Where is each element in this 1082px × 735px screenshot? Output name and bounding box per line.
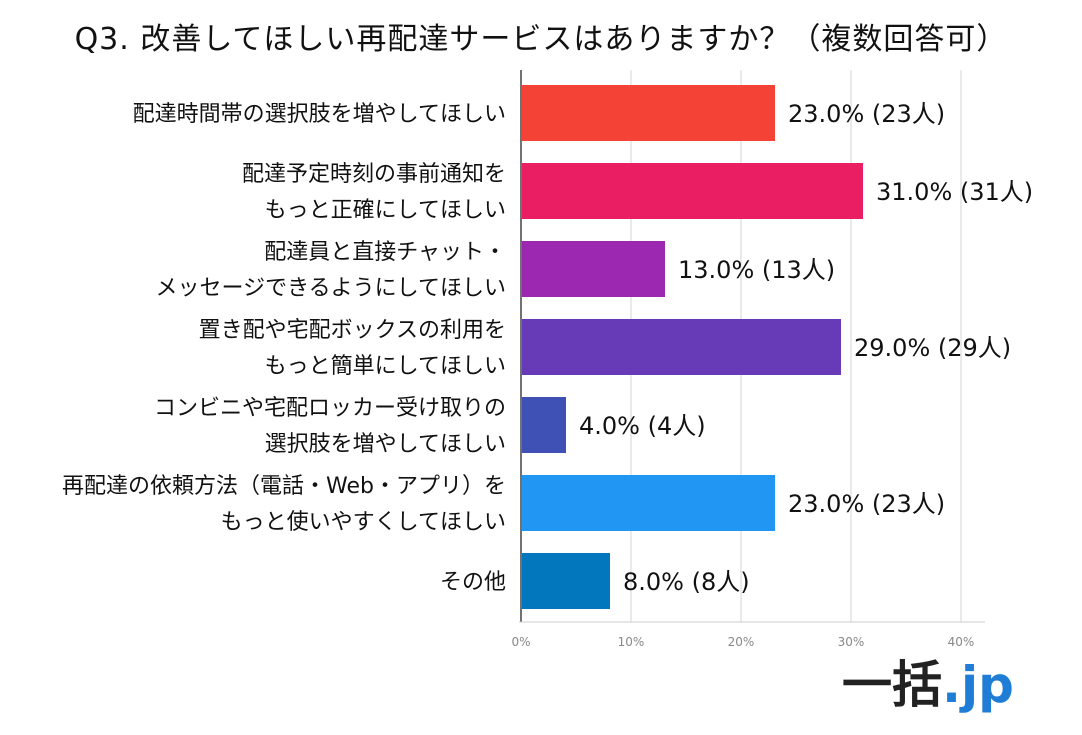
category-label: 再配達の依頼方法（電話・Web・アプリ）を bbox=[62, 474, 506, 499]
data-label: 13.0% (13人) bbox=[678, 256, 835, 284]
bar bbox=[522, 475, 775, 531]
category-label: コンビニや宅配ロッカー受け取りの bbox=[154, 396, 506, 421]
x-tick-label: 10% bbox=[618, 635, 645, 649]
data-label: 29.0% (29人) bbox=[854, 334, 1011, 362]
category-label: メッセージできるようにしてほしい bbox=[156, 276, 506, 301]
data-label: 23.0% (23人) bbox=[788, 490, 945, 518]
x-tick-label: 20% bbox=[728, 635, 755, 649]
category-label: その他 bbox=[440, 570, 506, 595]
data-label: 4.0% (4人) bbox=[579, 412, 706, 440]
x-tick-label: 40% bbox=[948, 635, 975, 649]
category-label: 置き配や宅配ボックスの利用を bbox=[199, 318, 506, 343]
category-label: もっと簡単にしてほしい bbox=[265, 354, 506, 379]
category-label: 配達時間帯の選択肢を増やしてほしい bbox=[133, 102, 506, 127]
bar bbox=[522, 85, 775, 141]
category-label: 配達予定時刻の事前通知を bbox=[242, 162, 506, 187]
bar bbox=[522, 241, 665, 297]
data-label: 31.0% (31人) bbox=[876, 178, 1033, 206]
bar bbox=[522, 553, 610, 609]
bar bbox=[522, 163, 863, 219]
x-tick-label: 0% bbox=[511, 635, 530, 649]
data-label: 23.0% (23人) bbox=[788, 100, 945, 128]
data-label: 8.0% (8人) bbox=[623, 568, 750, 596]
brand-logo: 一括.jp bbox=[842, 660, 1014, 710]
category-label: もっと使いやすくしてほしい bbox=[221, 510, 506, 535]
category-label: 選択肢を増やしてほしい bbox=[265, 432, 506, 457]
logo-tld: .jp bbox=[942, 656, 1014, 714]
chart-title: Q3. 改善してほしい再配達サービスはありますか？（複数回答可） bbox=[74, 22, 1008, 57]
x-tick-label: 30% bbox=[838, 635, 865, 649]
category-label: 配達員と直接チャット・ bbox=[264, 240, 506, 265]
bar bbox=[522, 397, 566, 453]
category-label: もっと正確にしてほしい bbox=[265, 198, 506, 223]
logo-mark: 一括 bbox=[842, 656, 942, 714]
bar bbox=[522, 319, 841, 375]
